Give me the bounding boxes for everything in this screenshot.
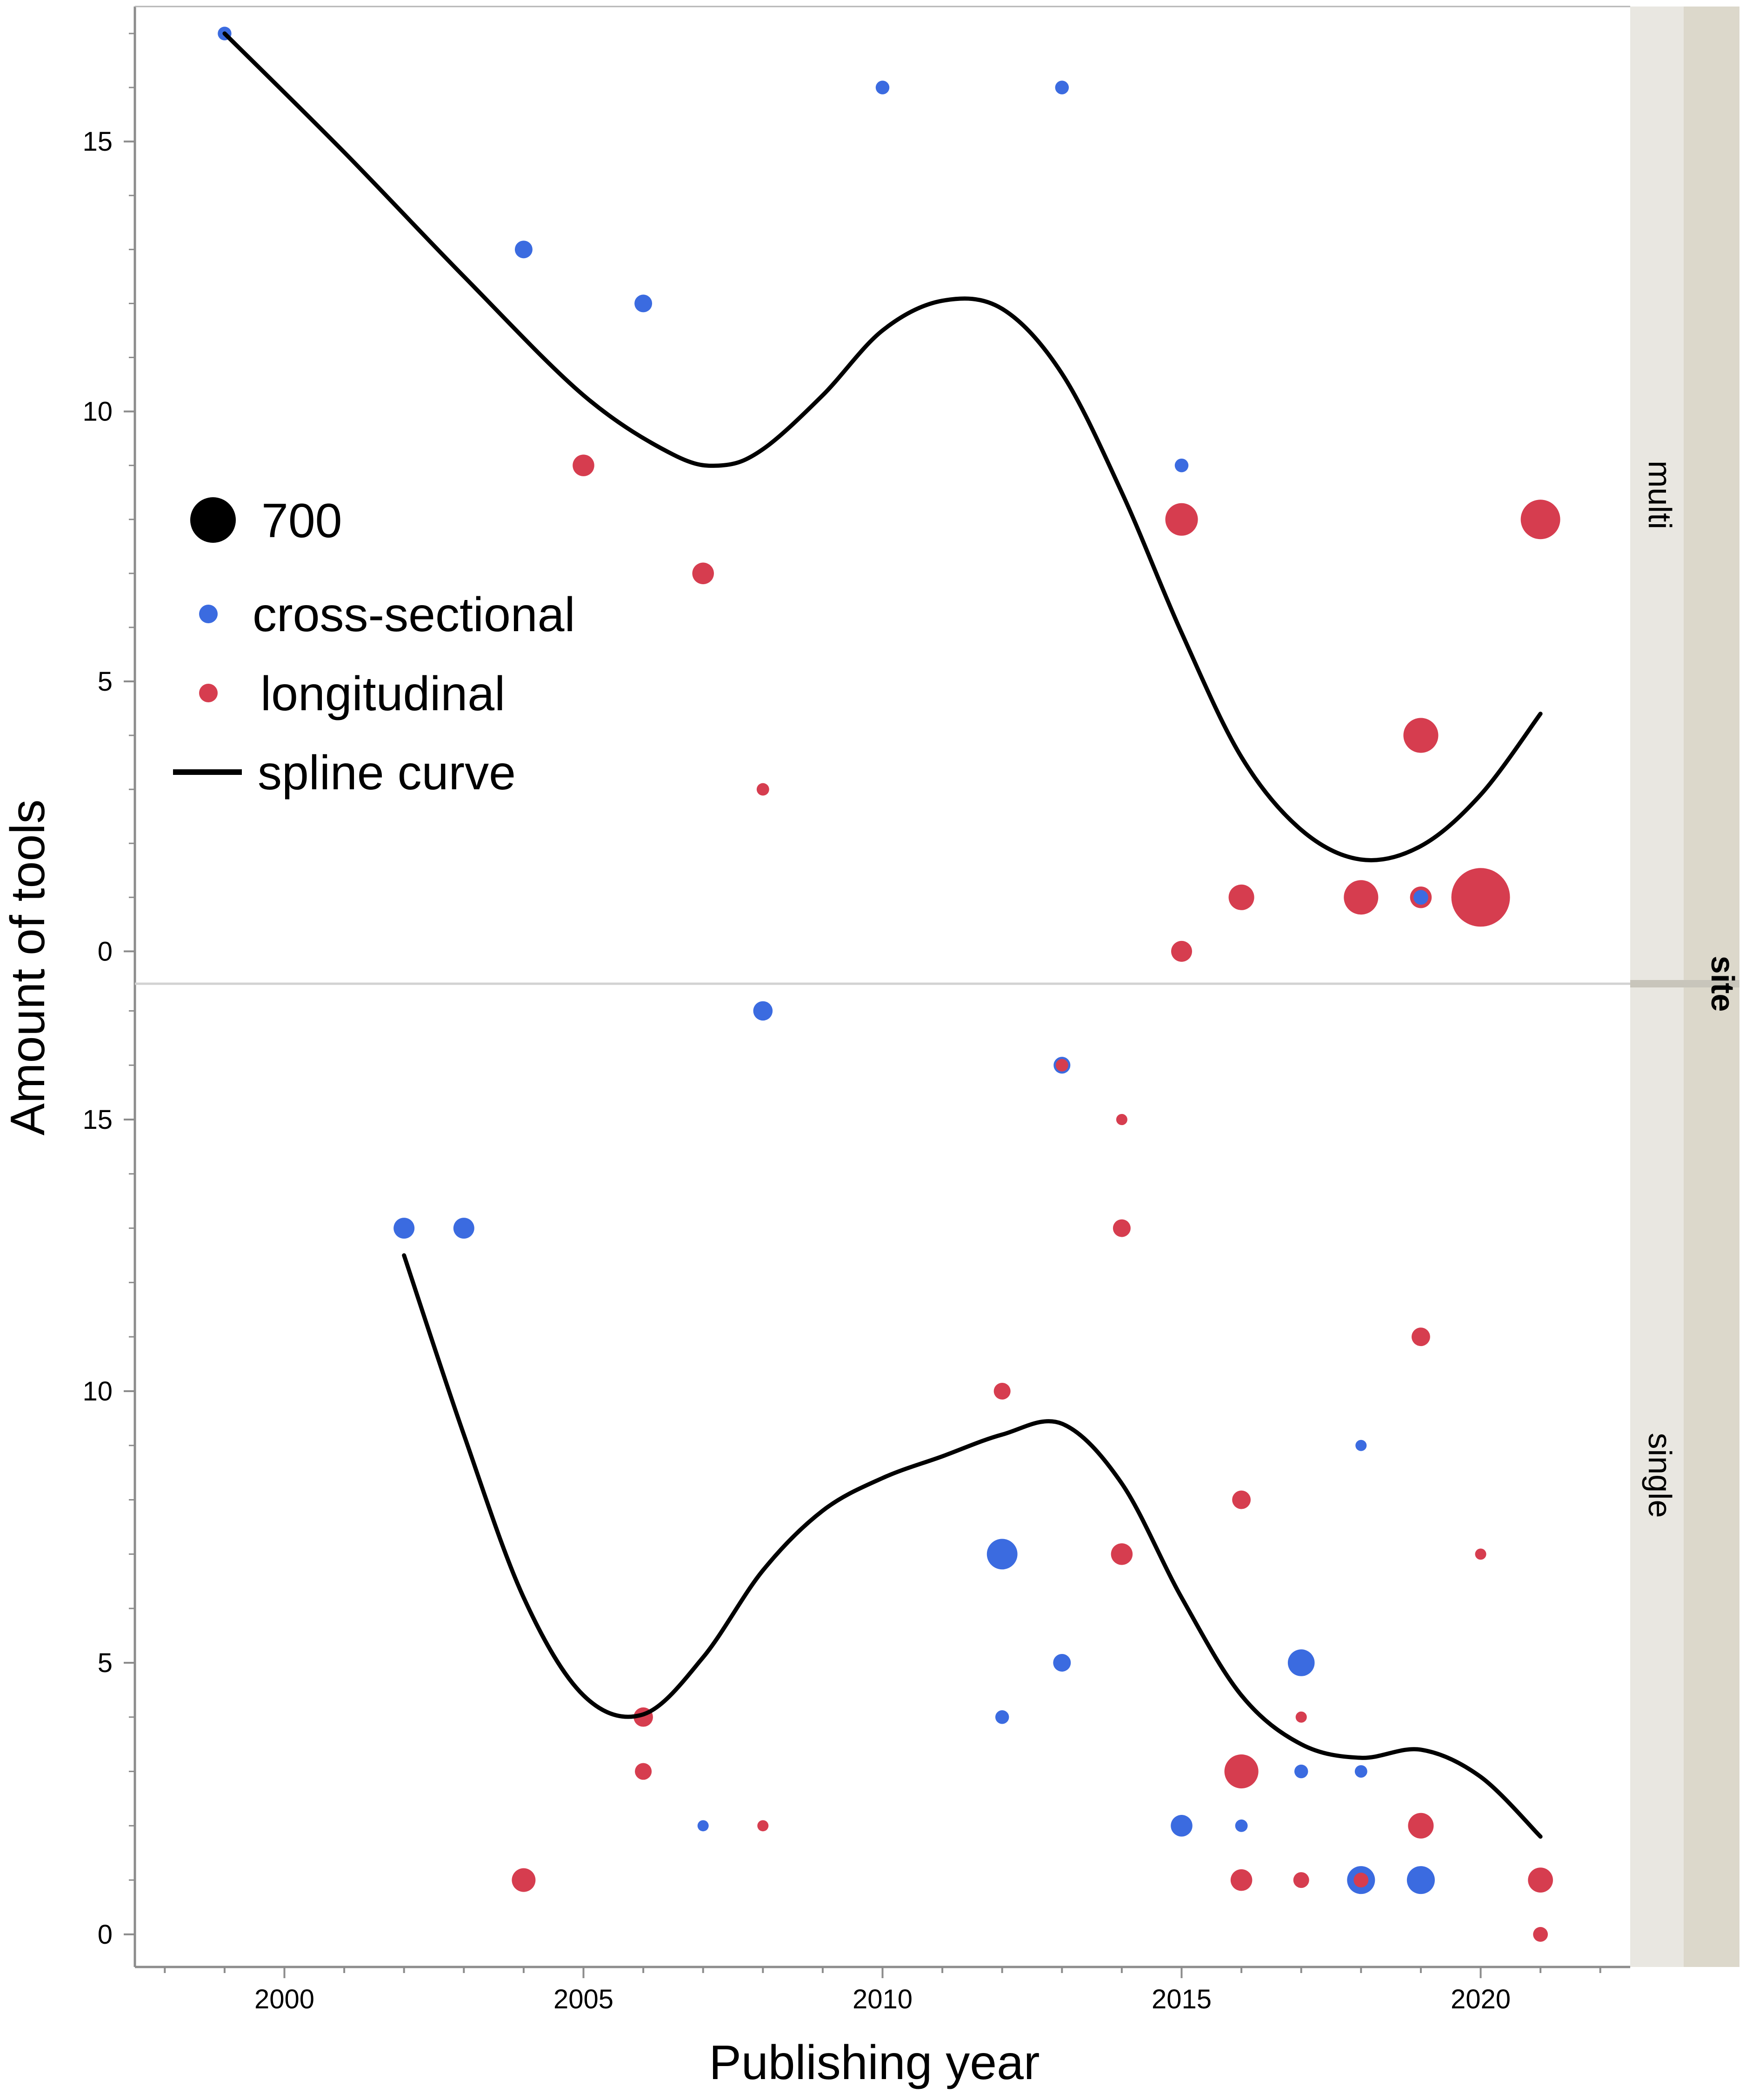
facet-label-multi: multi — [1642, 460, 1678, 529]
data-point-longitudinal — [1228, 884, 1254, 910]
axes: 2000 2005 2010 2015 2020 0 5 10 15 0 5 10 15 — [82, 33, 1601, 2014]
data-point-cross-sectional — [753, 1001, 773, 1021]
data-point-longitudinal — [1520, 500, 1560, 540]
x-axis-title: Publishing year — [709, 2036, 1040, 2090]
data-point-longitudinal — [1232, 1490, 1251, 1509]
data-point-longitudinal — [1165, 503, 1198, 536]
data-point-cross-sectional — [1171, 1815, 1193, 1837]
x-tick-label-2020: 2020 — [1451, 1984, 1511, 2014]
data-point-cross-sectional — [995, 1710, 1009, 1724]
data-point-longitudinal — [1224, 1754, 1259, 1789]
legend: 700 cross-sectional longitudinal spline … — [173, 494, 575, 800]
spline-curve-multi — [222, 31, 1543, 862]
data-point-cross-sectional — [453, 1218, 474, 1239]
legend-label-cross-sectional: cross-sectional — [253, 588, 575, 642]
data-point-longitudinal — [756, 783, 769, 796]
data-point-longitudinal — [1408, 1813, 1434, 1839]
data-point-cross-sectional — [1055, 80, 1069, 94]
data-point-cross-sectional — [1287, 1649, 1315, 1676]
data-point-longitudinal — [1116, 1113, 1127, 1126]
data-point-cross-sectional — [1406, 1866, 1435, 1894]
legend-marker-longitudinal — [199, 684, 218, 702]
data-point-cross-sectional — [1355, 1440, 1367, 1451]
panel-multi — [218, 27, 1560, 962]
legend-size-label: 700 — [261, 494, 342, 548]
legend-label-longitudinal: longitudinal — [260, 667, 505, 721]
data-point-longitudinal — [1528, 1867, 1553, 1893]
y-axis-title: Amount of tools — [1, 800, 55, 1136]
data-point-cross-sectional — [1174, 458, 1189, 473]
data-point-longitudinal — [1055, 1059, 1068, 1072]
panel-single — [393, 1001, 1553, 1942]
spline-curve-single — [402, 1253, 1543, 1839]
data-point-longitudinal — [1451, 868, 1510, 927]
x-tick-label-2000: 2000 — [254, 1984, 314, 2014]
data-point-longitudinal — [1171, 940, 1192, 962]
x-tick-label-2005: 2005 — [553, 1984, 613, 2014]
data-point-longitudinal — [757, 1820, 769, 1832]
data-point-cross-sectional — [986, 1539, 1018, 1570]
facet-label-single: single — [1642, 1433, 1678, 1518]
y-tick-label-single-10: 10 — [82, 1376, 113, 1407]
data-point-cross-sectional — [697, 1820, 709, 1832]
data-point-longitudinal — [1111, 1543, 1133, 1565]
y-tick-label-multi-15: 15 — [82, 127, 113, 157]
data-point-longitudinal — [1293, 1872, 1309, 1888]
data-point-cross-sectional — [393, 1218, 415, 1239]
facet-title: site — [1705, 956, 1741, 1012]
data-point-cross-sectional — [634, 294, 653, 313]
data-point-longitudinal — [1344, 880, 1379, 915]
data-point-longitudinal — [635, 1763, 652, 1780]
y-tick-label-single-0: 0 — [98, 1920, 113, 1950]
legend-label-spline: spline curve — [258, 746, 516, 800]
y-tick-label-single-5: 5 — [98, 1648, 113, 1678]
data-point-longitudinal — [1113, 1219, 1131, 1237]
data-point-longitudinal — [1475, 1548, 1486, 1560]
y-tick-label-multi-5: 5 — [98, 667, 113, 697]
legend-marker-cross-sectional — [199, 605, 218, 623]
y-tick-label-multi-10: 10 — [82, 397, 113, 427]
data-point-cross-sectional — [1413, 890, 1428, 905]
data-point-longitudinal — [1533, 1927, 1548, 1942]
data-point-cross-sectional — [875, 80, 890, 94]
data-point-cross-sectional — [1354, 1765, 1367, 1778]
data-point-longitudinal — [993, 1382, 1011, 1400]
data-point-longitudinal — [1353, 1873, 1369, 1888]
data-point-longitudinal — [1230, 1869, 1253, 1891]
data-point-longitudinal — [1403, 718, 1439, 753]
legend-size-marker — [190, 497, 236, 543]
data-point-cross-sectional — [514, 240, 533, 259]
data-point-cross-sectional — [1294, 1764, 1308, 1779]
panels — [218, 27, 1560, 1942]
data-point-longitudinal — [1295, 1711, 1307, 1723]
data-point-longitudinal — [692, 562, 714, 585]
data-point-longitudinal — [1411, 1327, 1430, 1347]
x-tick-label-2010: 2010 — [853, 1984, 913, 2014]
data-point-longitudinal — [573, 454, 594, 476]
data-point-longitudinal — [512, 1868, 536, 1892]
y-tick-label-multi-0: 0 — [98, 936, 113, 967]
y-tick-label-single-15: 15 — [82, 1105, 113, 1135]
data-point-cross-sectional — [1053, 1653, 1071, 1672]
data-point-cross-sectional — [1235, 1819, 1248, 1832]
x-tick-label-2015: 2015 — [1152, 1984, 1212, 2014]
